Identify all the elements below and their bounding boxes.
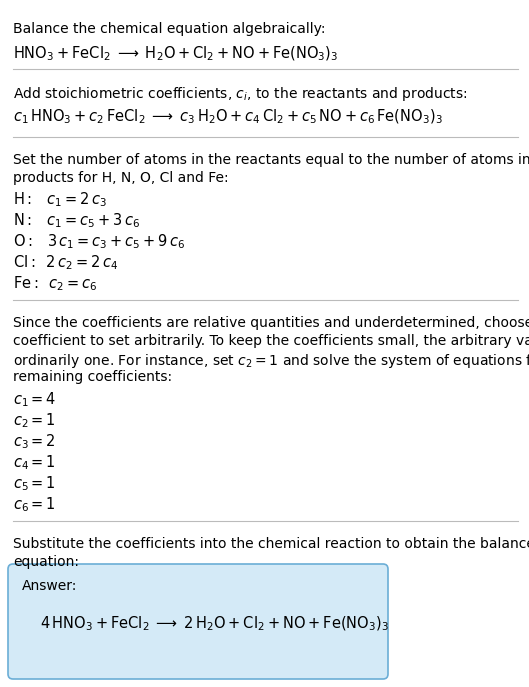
- Text: $c_4 = 1$: $c_4 = 1$: [13, 453, 56, 472]
- Text: products for H, N, O, Cl and Fe:: products for H, N, O, Cl and Fe:: [13, 171, 229, 185]
- Text: equation:: equation:: [13, 555, 79, 569]
- Text: $\mathrm{H:\;}\;\; c_1 = 2\,c_3$: $\mathrm{H:\;}\;\; c_1 = 2\,c_3$: [13, 190, 107, 209]
- Text: Balance the chemical equation algebraically:: Balance the chemical equation algebraica…: [13, 22, 325, 36]
- Text: $\mathrm{N:\;}\;\; c_1 = c_5 + 3\,c_6$: $\mathrm{N:\;}\;\; c_1 = c_5 + 3\,c_6$: [13, 211, 140, 229]
- Text: $\mathrm{HNO_3 + FeCl_2 \;\longrightarrow\; H_2O + Cl_2 + NO + Fe(NO_3)_3}$: $\mathrm{HNO_3 + FeCl_2 \;\longrightarro…: [13, 45, 339, 63]
- Text: $c_6 = 1$: $c_6 = 1$: [13, 495, 56, 514]
- Text: $c_3 = 2$: $c_3 = 2$: [13, 432, 56, 451]
- Text: $c_2 = 1$: $c_2 = 1$: [13, 411, 56, 429]
- Text: $c_1\,\mathrm{HNO_3} + c_2\,\mathrm{FeCl_2} \;\longrightarrow\; c_3\,\mathrm{H_2: $c_1\,\mathrm{HNO_3} + c_2\,\mathrm{FeCl…: [13, 108, 443, 126]
- Text: Set the number of atoms in the reactants equal to the number of atoms in the: Set the number of atoms in the reactants…: [13, 153, 529, 167]
- Text: ordinarily one. For instance, set $c_2 = 1$ and solve the system of equations fo: ordinarily one. For instance, set $c_2 =…: [13, 352, 529, 370]
- Text: Since the coefficients are relative quantities and underdetermined, choose a: Since the coefficients are relative quan…: [13, 316, 529, 330]
- Text: Answer:: Answer:: [22, 579, 77, 593]
- Text: $\mathrm{Cl:\;} \; 2\,c_2 = 2\,c_4$: $\mathrm{Cl:\;} \; 2\,c_2 = 2\,c_4$: [13, 253, 118, 271]
- Text: Substitute the coefficients into the chemical reaction to obtain the balanced: Substitute the coefficients into the che…: [13, 537, 529, 551]
- Text: $\mathrm{Fe:\;} \; c_2 = c_6$: $\mathrm{Fe:\;} \; c_2 = c_6$: [13, 274, 98, 293]
- Text: $c_5 = 1$: $c_5 = 1$: [13, 474, 56, 493]
- Text: coefficient to set arbitrarily. To keep the coefficients small, the arbitrary va: coefficient to set arbitrarily. To keep …: [13, 334, 529, 348]
- FancyBboxPatch shape: [8, 564, 388, 679]
- Text: remaining coefficients:: remaining coefficients:: [13, 370, 172, 384]
- Text: $\mathrm{O:\;}\;\; 3\,c_1 = c_3 + c_5 + 9\,c_6$: $\mathrm{O:\;}\;\; 3\,c_1 = c_3 + c_5 + …: [13, 232, 185, 251]
- Text: $c_1 = 4$: $c_1 = 4$: [13, 390, 57, 409]
- Text: $4\,\mathrm{HNO_3} + \mathrm{FeCl_2} \;\longrightarrow\; 2\,\mathrm{H_2O} + \mat: $4\,\mathrm{HNO_3} + \mathrm{FeCl_2} \;\…: [40, 615, 389, 633]
- Text: Add stoichiometric coefficients, $c_i$, to the reactants and products:: Add stoichiometric coefficients, $c_i$, …: [13, 85, 468, 103]
